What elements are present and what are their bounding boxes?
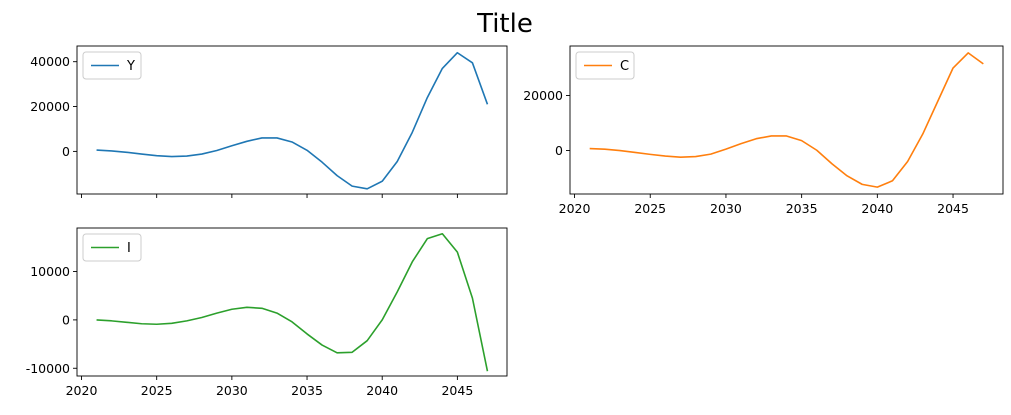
y-tick-label: 20000	[30, 99, 70, 114]
panel-Y: 0 20000 40000 Y	[30, 45, 508, 198]
y-tick-label: 0	[62, 312, 70, 327]
panel-I: -10000 0 10000 2020 2025 2030 2035 2040 2045 I	[26, 227, 508, 398]
legend: Y	[82, 51, 142, 80]
legend-label: Y	[126, 59, 135, 74]
x-tick-label: 2035	[786, 201, 818, 216]
figure-title: Title	[476, 9, 533, 39]
legend: C	[575, 51, 635, 80]
x-tick-label: 2035	[291, 383, 323, 398]
y-tick-label: -10000	[26, 361, 70, 376]
series-line-Y	[96, 51, 489, 190]
axes-frame	[569, 45, 1004, 195]
x-tick-label: 2025	[141, 383, 173, 398]
series-line-C	[589, 52, 984, 188]
legend-label: C	[620, 59, 629, 74]
axes-frame	[76, 227, 508, 377]
x-tick-label: 2040	[366, 383, 398, 398]
x-tick-label: 2020	[559, 201, 591, 216]
x-tick-label: 2020	[66, 383, 98, 398]
x-tick-label: 2045	[937, 201, 969, 216]
y-tick-label: 10000	[30, 264, 70, 279]
x-tick-label: 2045	[441, 383, 473, 398]
panel-C: 0 20000 2020 2025 2030 2035 2040 2045 C	[523, 45, 1004, 216]
y-tick-label: 40000	[30, 54, 70, 69]
series-line-I	[96, 233, 489, 372]
y-tick-label: 0	[62, 144, 70, 159]
x-tick-label: 2025	[634, 201, 666, 216]
y-tick-label: 0	[555, 143, 563, 158]
legend: I	[82, 233, 142, 262]
x-tick-label: 2040	[861, 201, 893, 216]
legend-label: I	[127, 241, 131, 256]
x-tick-label: 2030	[710, 201, 742, 216]
x-tick-label: 2030	[216, 383, 248, 398]
axes-frame	[76, 45, 508, 195]
y-tick-label: 20000	[523, 88, 563, 103]
